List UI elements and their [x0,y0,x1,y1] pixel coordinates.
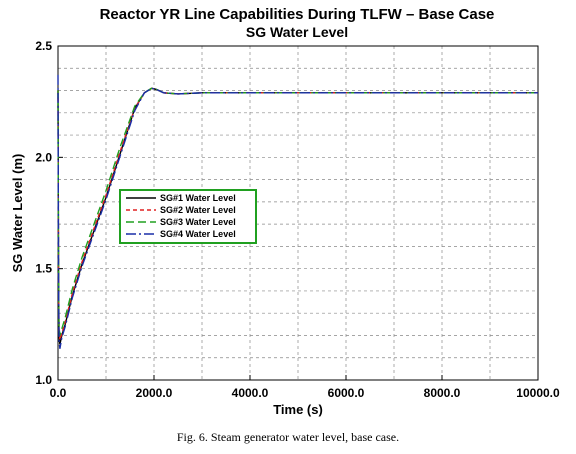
series-line-sg4 [57,74,538,349]
x-tick-label: 2000.0 [136,386,173,400]
x-axis: 0.0 2000.0 4000.0 6000.0 8000.0 10000.0 [50,375,560,400]
chart: Reactor YR Line Capabilities During TLFW… [10,6,560,417]
x-tick-label: 8000.0 [424,386,461,400]
x-tick-label: 6000.0 [328,386,365,400]
legend: SG#1 Water Level SG#2 Water Level SG#3 Wat… [119,189,257,244]
legend-label: SG#4 Water Level [160,229,236,239]
y-axis: 1.0 1.5 2.0 2.5 [35,39,63,387]
chart-subtitle: SG Water Level [246,24,348,40]
x-axis-label: Time (s) [273,402,323,417]
y-tick-label: 1.0 [35,373,52,387]
y-tick-label: 2.0 [35,150,52,164]
y-tick-label: 2.5 [35,39,52,53]
legend-label: SG#3 Water Level [160,217,236,227]
legend-label: SG#2 Water Level [160,205,236,215]
chart-title: Reactor YR Line Capabilities During TLFW… [100,6,495,23]
figure-caption: Fig. 6. Steam generator water level, bas… [176,430,400,444]
x-tick-label: 4000.0 [232,386,269,400]
legend-box [119,189,257,244]
series-lines [57,74,538,349]
y-tick-label: 1.5 [35,262,52,276]
x-tick-label: 10000.0 [516,386,560,400]
y-axis-label: SG Water Level (m) [10,154,25,273]
x-tick-label: 0.0 [50,386,67,400]
legend-label: SG#1 Water Level [160,193,236,203]
